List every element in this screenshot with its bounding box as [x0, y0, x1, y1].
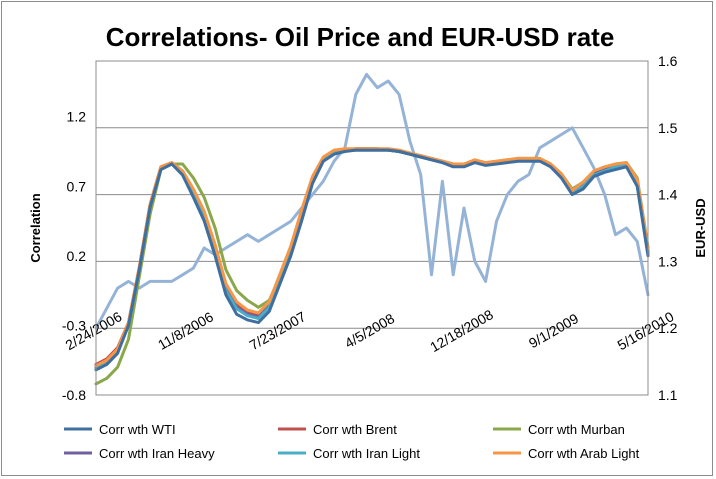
legend-label: Corr wth Iran Heavy	[99, 446, 215, 461]
x-axis-ticks: 2/24/2006 11/8/2006 7/23/2007 4/5/2008 12/18…	[63, 306, 677, 355]
y2-tick-label: 1.1	[658, 387, 678, 403]
x-tick-label: 12/18/2008	[427, 306, 496, 355]
y-tick-label: -0.8	[62, 387, 86, 403]
plot-area-border	[95, 60, 649, 396]
x-tick-label: 4/5/2008	[342, 310, 397, 351]
legend-label: Corr wth WTI	[99, 422, 176, 437]
y2-tick-label: 1.6	[658, 53, 678, 69]
legend-label: Corr wth Arab Light	[528, 446, 640, 461]
series-line	[94, 148, 650, 372]
x-tick-label: 9/1/2009	[526, 310, 581, 351]
y-tick-label: 0.7	[67, 178, 87, 194]
chart-title: Correlations- Oil Price and EUR-USD rate	[106, 22, 615, 52]
legend-label: Corr wth Iran Light	[313, 446, 420, 461]
series-lines	[94, 72, 650, 386]
y-axis-ticks: -0.8 -0.3 0.2 0.7 1.2	[62, 109, 86, 403]
grid-lines	[96, 127, 648, 329]
y2-tick-label: 1.3	[658, 253, 678, 269]
y-tick-label: 0.2	[67, 248, 87, 264]
series-line	[94, 72, 650, 330]
y2-tick-label: 1.2	[658, 320, 678, 336]
y-axis-label: Correlation	[28, 193, 43, 262]
x-tick-label: 11/8/2006	[155, 308, 216, 353]
y2-tick-label: 1.5	[658, 120, 678, 136]
legend-label: Corr wth Brent	[313, 422, 397, 437]
y2-axis-label: EUR-USD	[693, 198, 708, 257]
y2-tick-label: 1.4	[658, 187, 678, 203]
legend: Corr wth WTI Corr wth Brent Corr wth Murba…	[64, 422, 640, 461]
y-tick-label: -0.3	[62, 317, 86, 333]
y2-axis-ticks: 1.1 1.2 1.3 1.4 1.5 1.6	[658, 53, 678, 403]
legend-label: Corr wth Murban	[528, 422, 625, 437]
y-tick-label: 1.2	[67, 109, 87, 125]
